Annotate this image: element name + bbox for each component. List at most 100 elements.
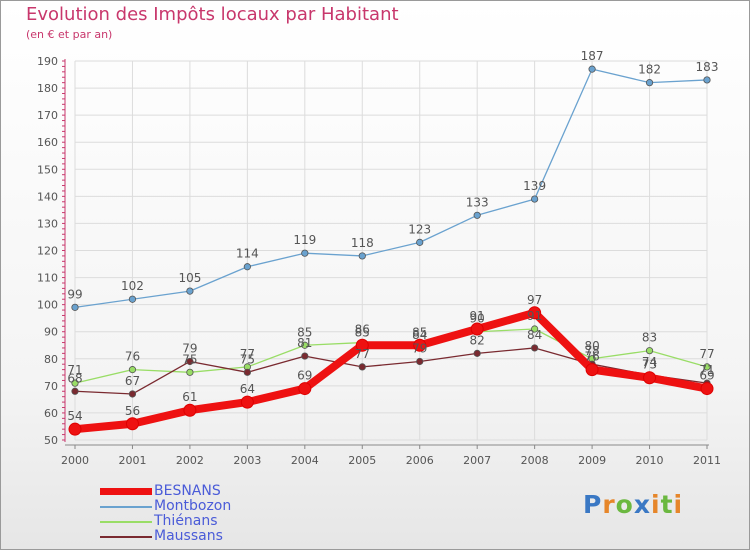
data-label-besnans: 54 bbox=[67, 409, 82, 423]
data-point-besnans bbox=[643, 371, 657, 385]
data-label-montbozon: 99 bbox=[67, 287, 82, 301]
y-tick-label: 50 bbox=[44, 434, 58, 447]
data-point-montbozon bbox=[243, 263, 251, 271]
data-label-montbozon: 183 bbox=[696, 60, 719, 74]
x-tick-label: 2007 bbox=[463, 454, 491, 467]
series-line-besnans bbox=[71, 308, 711, 434]
data-point-thiénans bbox=[186, 368, 194, 376]
data-point-thiénans bbox=[645, 347, 654, 355]
data-label-montbozon: 119 bbox=[293, 233, 316, 247]
data-point-besnans bbox=[528, 306, 542, 320]
data-label-maussans: 79 bbox=[182, 341, 197, 355]
x-tick-label: 2004 bbox=[291, 454, 319, 467]
data-label-thiénans: 84 bbox=[412, 328, 427, 342]
data-label-montbozon: 133 bbox=[466, 195, 489, 209]
data-point-maussans bbox=[243, 368, 251, 376]
data-point-montbozon bbox=[531, 195, 539, 203]
x-tick-label: 2000 bbox=[61, 454, 89, 467]
data-label-thiénans: 91 bbox=[527, 309, 542, 323]
data-point-montbozon bbox=[416, 238, 424, 246]
y-tick-label: 130 bbox=[37, 217, 58, 230]
data-point-maussans bbox=[416, 357, 424, 366]
y-tick-label: 70 bbox=[44, 380, 58, 393]
data-label-montbozon: 102 bbox=[121, 279, 144, 293]
x-tick-label: 2003 bbox=[233, 454, 261, 467]
data-label-montbozon: 118 bbox=[351, 236, 374, 250]
data-point-maussans bbox=[128, 390, 137, 398]
x-tick-label: 2010 bbox=[636, 454, 664, 467]
logo-letter: i bbox=[673, 490, 684, 519]
data-point-montbozon bbox=[301, 249, 309, 257]
logo-letter: t bbox=[660, 490, 674, 519]
data-point-thiénans bbox=[301, 341, 309, 349]
data-label-thiénans: 71 bbox=[67, 363, 82, 377]
data-label-besnans: 64 bbox=[240, 382, 255, 396]
y-tick-label: 100 bbox=[37, 299, 58, 312]
x-tick-label: 2008 bbox=[521, 454, 549, 467]
data-label-besnans: 56 bbox=[125, 404, 140, 418]
data-point-besnans bbox=[240, 395, 254, 409]
data-point-besnans bbox=[183, 403, 197, 417]
data-label-thiénans: 75 bbox=[182, 352, 197, 366]
x-tick-label: 2011 bbox=[693, 454, 721, 467]
data-point-maussans bbox=[71, 387, 79, 395]
data-label-maussans: 82 bbox=[470, 333, 485, 347]
proxiti-logo: Proxiti bbox=[583, 490, 683, 519]
y-tick-label: 150 bbox=[37, 163, 58, 176]
data-label-besnans: 73 bbox=[642, 358, 657, 372]
series-line-montbozon bbox=[74, 68, 708, 309]
data-label-maussans: 79 bbox=[412, 341, 427, 355]
y-tick-label: 80 bbox=[44, 353, 58, 366]
y-tick-label: 190 bbox=[37, 55, 58, 68]
data-label-besnans: 69 bbox=[699, 369, 714, 383]
data-label-maussans: 68 bbox=[67, 371, 82, 385]
x-tick-label: 2006 bbox=[406, 454, 434, 467]
data-point-maussans bbox=[531, 344, 539, 352]
y-tick-label: 140 bbox=[37, 190, 58, 203]
data-label-besnans: 85 bbox=[412, 325, 427, 339]
data-label-montbozon: 139 bbox=[523, 179, 546, 193]
data-label-thiénans: 86 bbox=[355, 323, 370, 337]
data-label-thiénans: 83 bbox=[642, 331, 657, 345]
data-label-montbozon: 182 bbox=[638, 63, 661, 77]
y-tick-label: 160 bbox=[37, 136, 58, 149]
legend-swatch bbox=[100, 506, 152, 508]
logo-letter: i bbox=[651, 490, 661, 519]
data-label-thiénans: 85 bbox=[297, 325, 312, 339]
data-point-maussans bbox=[301, 352, 309, 360]
logo-letter: o bbox=[615, 490, 634, 519]
data-label-thiénans: 77 bbox=[240, 347, 255, 361]
legend-swatch bbox=[100, 488, 152, 495]
data-point-thiénans bbox=[531, 325, 539, 333]
x-tick-label: 2009 bbox=[578, 454, 606, 467]
chart-subtitle: (en € et par an) bbox=[26, 28, 113, 41]
data-point-montbozon bbox=[645, 79, 654, 87]
data-point-montbozon bbox=[71, 303, 79, 311]
data-point-montbozon bbox=[473, 211, 481, 219]
data-label-besnans: 76 bbox=[584, 350, 599, 364]
data-label-maussans: 75 bbox=[240, 352, 255, 366]
data-point-montbozon bbox=[703, 76, 711, 84]
data-point-montbozon bbox=[358, 252, 366, 260]
data-label-thiénans: 77 bbox=[699, 347, 714, 361]
data-point-besnans bbox=[355, 338, 369, 352]
data-label-thiénans: 76 bbox=[125, 350, 140, 364]
y-tick-label: 170 bbox=[37, 109, 58, 122]
data-label-maussans: 78 bbox=[584, 344, 599, 358]
data-point-thiénans bbox=[703, 363, 711, 371]
data-label-maussans: 67 bbox=[125, 374, 140, 388]
chart-title: Evolution des Impôts locaux par Habitant bbox=[26, 4, 399, 25]
y-tick-label: 110 bbox=[37, 272, 58, 285]
data-point-montbozon bbox=[588, 65, 596, 73]
x-tick-label: 2005 bbox=[348, 454, 376, 467]
data-point-besnans bbox=[298, 382, 312, 396]
data-label-montbozon: 114 bbox=[236, 247, 259, 261]
data-point-besnans bbox=[68, 422, 82, 436]
data-point-maussans bbox=[473, 349, 481, 357]
legend-swatch bbox=[100, 521, 152, 523]
y-tick-label: 90 bbox=[44, 326, 58, 339]
legend-swatch bbox=[100, 536, 152, 538]
data-point-montbozon bbox=[186, 287, 194, 295]
